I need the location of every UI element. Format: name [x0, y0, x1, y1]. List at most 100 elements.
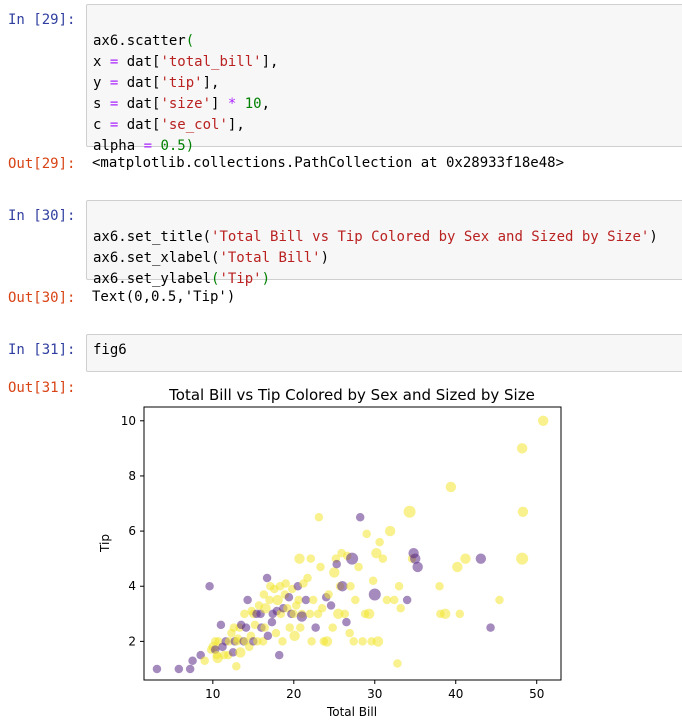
data-point	[296, 611, 308, 622]
data-point	[228, 648, 238, 657]
data-point	[403, 505, 416, 518]
x-tick-label: 20	[286, 687, 301, 701]
data-point	[346, 552, 359, 565]
data-point	[354, 562, 363, 572]
data-point	[285, 623, 294, 632]
data-point	[243, 595, 252, 605]
data-point	[329, 567, 340, 578]
data-point	[371, 547, 382, 559]
data-point	[289, 630, 300, 642]
prompt-out-30: Out[30]:	[8, 290, 76, 306]
code-editor-30[interactable]: ax6.set_title('Total Bill vs Tip Colored…	[86, 200, 682, 287]
x-tick-label: 10	[205, 687, 220, 701]
data-point	[351, 595, 360, 605]
data-point	[362, 529, 371, 539]
data-point	[375, 537, 384, 547]
data-point	[267, 617, 277, 627]
data-point	[394, 581, 404, 591]
data-point	[152, 664, 162, 674]
data-point	[333, 608, 344, 620]
data-point	[265, 595, 274, 605]
data-point	[455, 609, 465, 619]
data-point	[241, 623, 251, 632]
data-point	[185, 664, 195, 674]
data-point	[294, 595, 303, 605]
data-point	[289, 609, 299, 619]
data-point	[342, 617, 351, 627]
data-point	[278, 637, 287, 646]
data-point	[263, 631, 273, 641]
x-tick-label: 50	[529, 687, 544, 701]
data-point	[305, 609, 315, 619]
code-line: x = dat['total_bill'],	[93, 54, 279, 70]
x-tick-label: 30	[367, 687, 382, 701]
data-point	[260, 623, 269, 632]
data-point	[314, 513, 324, 522]
data-point	[259, 590, 269, 599]
data-point	[372, 636, 384, 647]
data-point	[294, 553, 305, 564]
x-axis-label: Total Bill	[326, 705, 377, 718]
code-line: y = dat['tip'],	[93, 75, 220, 91]
data-point	[368, 588, 381, 601]
data-point	[324, 590, 333, 599]
y-axis: 2 4 6 8 10	[121, 414, 144, 648]
data-point	[384, 525, 396, 537]
data-point	[435, 581, 444, 591]
x-axis: 10 20 30 40 50	[205, 680, 544, 701]
data-point	[486, 623, 495, 632]
data-point	[328, 623, 337, 632]
data-point	[260, 603, 271, 614]
code-editor-31[interactable]: fig6	[86, 334, 682, 372]
data-point	[303, 573, 312, 583]
prompt-in-29: In [29]:	[8, 12, 76, 28]
data-point	[326, 601, 336, 610]
data-point	[346, 581, 355, 591]
data-point	[332, 559, 341, 569]
data-point	[301, 595, 311, 605]
data-point	[516, 552, 529, 565]
y-axis-label: Tip	[98, 534, 112, 553]
code-line: s = dat['size'] * 10,	[93, 96, 271, 112]
data-point	[296, 623, 305, 632]
output-text-30: Text(0,0.5,'Tip')	[92, 289, 236, 305]
data-point	[262, 573, 272, 583]
data-point	[250, 620, 260, 630]
prompt-in-30: In [30]:	[8, 208, 76, 224]
data-point	[232, 661, 241, 671]
points-layer	[152, 415, 549, 674]
data-point	[188, 656, 197, 665]
data-point	[460, 553, 471, 564]
code-line: ax6.set_xlabel('Total Bill')	[93, 250, 330, 266]
data-point	[495, 595, 504, 605]
prompt-out-31: Out[31]:	[8, 380, 76, 396]
data-point	[337, 581, 348, 592]
data-point	[308, 595, 318, 605]
data-point	[396, 604, 405, 613]
data-point	[363, 608, 375, 620]
data-point	[355, 513, 365, 522]
data-point	[537, 415, 549, 426]
data-point	[382, 595, 392, 605]
data-point	[317, 604, 327, 613]
data-point	[307, 637, 316, 646]
prompt-out-29: Out[29]:	[8, 156, 76, 172]
data-point	[274, 650, 284, 660]
y-tick-label: 6	[128, 524, 136, 538]
prompt-in-31: In [31]:	[8, 342, 76, 358]
data-point	[345, 628, 354, 638]
code-line: fig6	[93, 342, 127, 358]
data-point	[216, 620, 226, 630]
data-point	[174, 664, 184, 674]
scatter-chart: Total Bill vs Tip Colored by Sex and Siz…	[98, 386, 562, 718]
y-tick-label: 10	[121, 414, 136, 428]
y-tick-label: 4	[128, 579, 136, 593]
data-point	[306, 554, 316, 563]
data-point	[358, 637, 367, 646]
plot-frame	[143, 406, 562, 681]
data-point	[281, 579, 290, 588]
code-line: alpha = 0.5)	[93, 138, 195, 154]
code-editor-29[interactable]: ax6.scatter( x = dat['total_bill'], y = …	[86, 4, 682, 154]
data-point	[452, 561, 463, 573]
x-tick-label: 40	[448, 687, 463, 701]
